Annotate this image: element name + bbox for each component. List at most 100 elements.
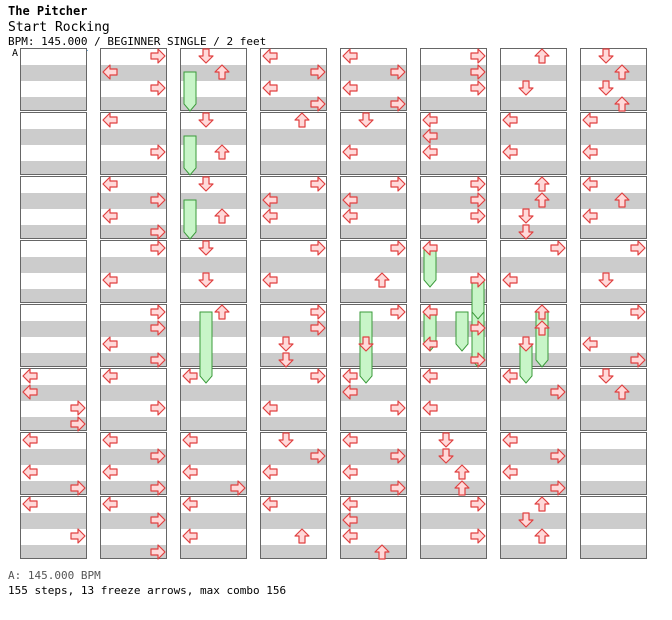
- step-arrow-down-icon: [518, 512, 534, 528]
- step-arrow-right-icon: [70, 416, 86, 432]
- step-arrow-right-icon: [150, 48, 166, 64]
- step-arrow-left-icon: [422, 240, 438, 256]
- measure: [420, 48, 487, 111]
- chart-title: The Pitcher: [8, 4, 88, 18]
- step-arrow-left-icon: [102, 64, 118, 80]
- step-arrow-up-icon: [534, 176, 550, 192]
- measure: [20, 240, 87, 303]
- step-arrow-left-icon: [422, 400, 438, 416]
- step-arrow-left-icon: [22, 432, 38, 448]
- step-arrow-left-icon: [582, 336, 598, 352]
- step-arrow-left-icon: [262, 272, 278, 288]
- step-arrow-left-icon: [342, 80, 358, 96]
- step-arrow-down-icon: [198, 112, 214, 128]
- step-arrow-up-icon: [214, 64, 230, 80]
- step-arrow-up-icon: [214, 208, 230, 224]
- step-arrow-up-icon: [614, 96, 630, 112]
- step-arrow-up-icon: [534, 496, 550, 512]
- step-arrow-right-icon: [550, 384, 566, 400]
- step-arrow-right-icon: [390, 448, 406, 464]
- step-arrow-right-icon: [310, 304, 326, 320]
- step-arrow-left-icon: [182, 432, 198, 448]
- step-arrow-left-icon: [102, 432, 118, 448]
- step-arrow-right-icon: [150, 192, 166, 208]
- step-arrow-left-icon: [102, 336, 118, 352]
- step-arrow-left-icon: [342, 384, 358, 400]
- step-arrow-right-icon: [470, 48, 486, 64]
- measure: [420, 432, 487, 495]
- chart-meta: BPM: 145.000 / BEGINNER SINGLE / 2 feet: [8, 35, 267, 48]
- step-arrow-left-icon: [262, 464, 278, 480]
- step-arrow-right-icon: [470, 176, 486, 192]
- freeze-arrow: [199, 311, 213, 384]
- step-arrow-up-icon: [614, 64, 630, 80]
- step-arrow-right-icon: [470, 320, 486, 336]
- step-arrow-left-icon: [102, 272, 118, 288]
- step-arrow-left-icon: [342, 464, 358, 480]
- measure: [180, 496, 247, 559]
- step-arrow-left-icon: [422, 304, 438, 320]
- step-arrow-right-icon: [470, 272, 486, 288]
- step-arrow-left-icon: [342, 432, 358, 448]
- step-arrow-left-icon: [342, 512, 358, 528]
- measure: [580, 368, 647, 431]
- step-arrow-right-icon: [630, 240, 646, 256]
- freeze-arrow: [455, 311, 469, 352]
- step-arrow-right-icon: [70, 400, 86, 416]
- step-arrow-up-icon: [534, 192, 550, 208]
- step-arrow-up-icon: [454, 464, 470, 480]
- step-arrow-left-icon: [102, 368, 118, 384]
- step-arrow-right-icon: [550, 240, 566, 256]
- step-arrow-left-icon: [102, 176, 118, 192]
- step-arrow-left-icon: [342, 528, 358, 544]
- step-arrow-down-icon: [278, 352, 294, 368]
- step-arrow-down-icon: [278, 336, 294, 352]
- measure: [20, 304, 87, 367]
- measure: [580, 496, 647, 559]
- step-arrow-right-icon: [390, 400, 406, 416]
- step-arrow-down-icon: [598, 80, 614, 96]
- measure: [20, 48, 87, 111]
- step-arrow-down-icon: [198, 240, 214, 256]
- step-arrow-right-icon: [150, 240, 166, 256]
- step-arrow-left-icon: [262, 48, 278, 64]
- step-arrow-left-icon: [582, 176, 598, 192]
- measure: [420, 496, 487, 559]
- step-arrow-right-icon: [310, 96, 326, 112]
- step-arrow-right-icon: [310, 176, 326, 192]
- step-arrow-right-icon: [310, 64, 326, 80]
- measure: [500, 304, 567, 367]
- step-arrow-left-icon: [262, 400, 278, 416]
- measure: [20, 112, 87, 175]
- freeze-arrow: [183, 135, 197, 176]
- step-arrow-down-icon: [598, 272, 614, 288]
- step-arrow-right-icon: [230, 480, 246, 496]
- step-arrow-left-icon: [342, 496, 358, 512]
- step-arrow-right-icon: [150, 400, 166, 416]
- step-arrow-left-icon: [502, 144, 518, 160]
- step-arrow-right-icon: [390, 304, 406, 320]
- step-arrow-up-icon: [294, 112, 310, 128]
- step-arrow-up-icon: [534, 320, 550, 336]
- step-arrow-up-icon: [454, 480, 470, 496]
- step-arrow-left-icon: [102, 112, 118, 128]
- measure: [500, 48, 567, 111]
- step-arrow-up-icon: [534, 528, 550, 544]
- step-arrow-down-icon: [198, 48, 214, 64]
- step-arrow-right-icon: [150, 304, 166, 320]
- step-arrow-right-icon: [470, 496, 486, 512]
- step-arrow-left-icon: [582, 208, 598, 224]
- step-arrow-left-icon: [22, 464, 38, 480]
- step-arrow-left-icon: [102, 208, 118, 224]
- measure: [180, 304, 247, 367]
- step-arrow-right-icon: [150, 512, 166, 528]
- step-arrow-left-icon: [342, 144, 358, 160]
- step-arrow-down-icon: [358, 336, 374, 352]
- measure: [340, 112, 407, 175]
- step-arrow-right-icon: [310, 320, 326, 336]
- step-arrow-up-icon: [534, 304, 550, 320]
- step-arrow-left-icon: [422, 368, 438, 384]
- step-arrow-up-icon: [614, 384, 630, 400]
- step-arrow-left-icon: [102, 464, 118, 480]
- step-arrow-down-icon: [518, 80, 534, 96]
